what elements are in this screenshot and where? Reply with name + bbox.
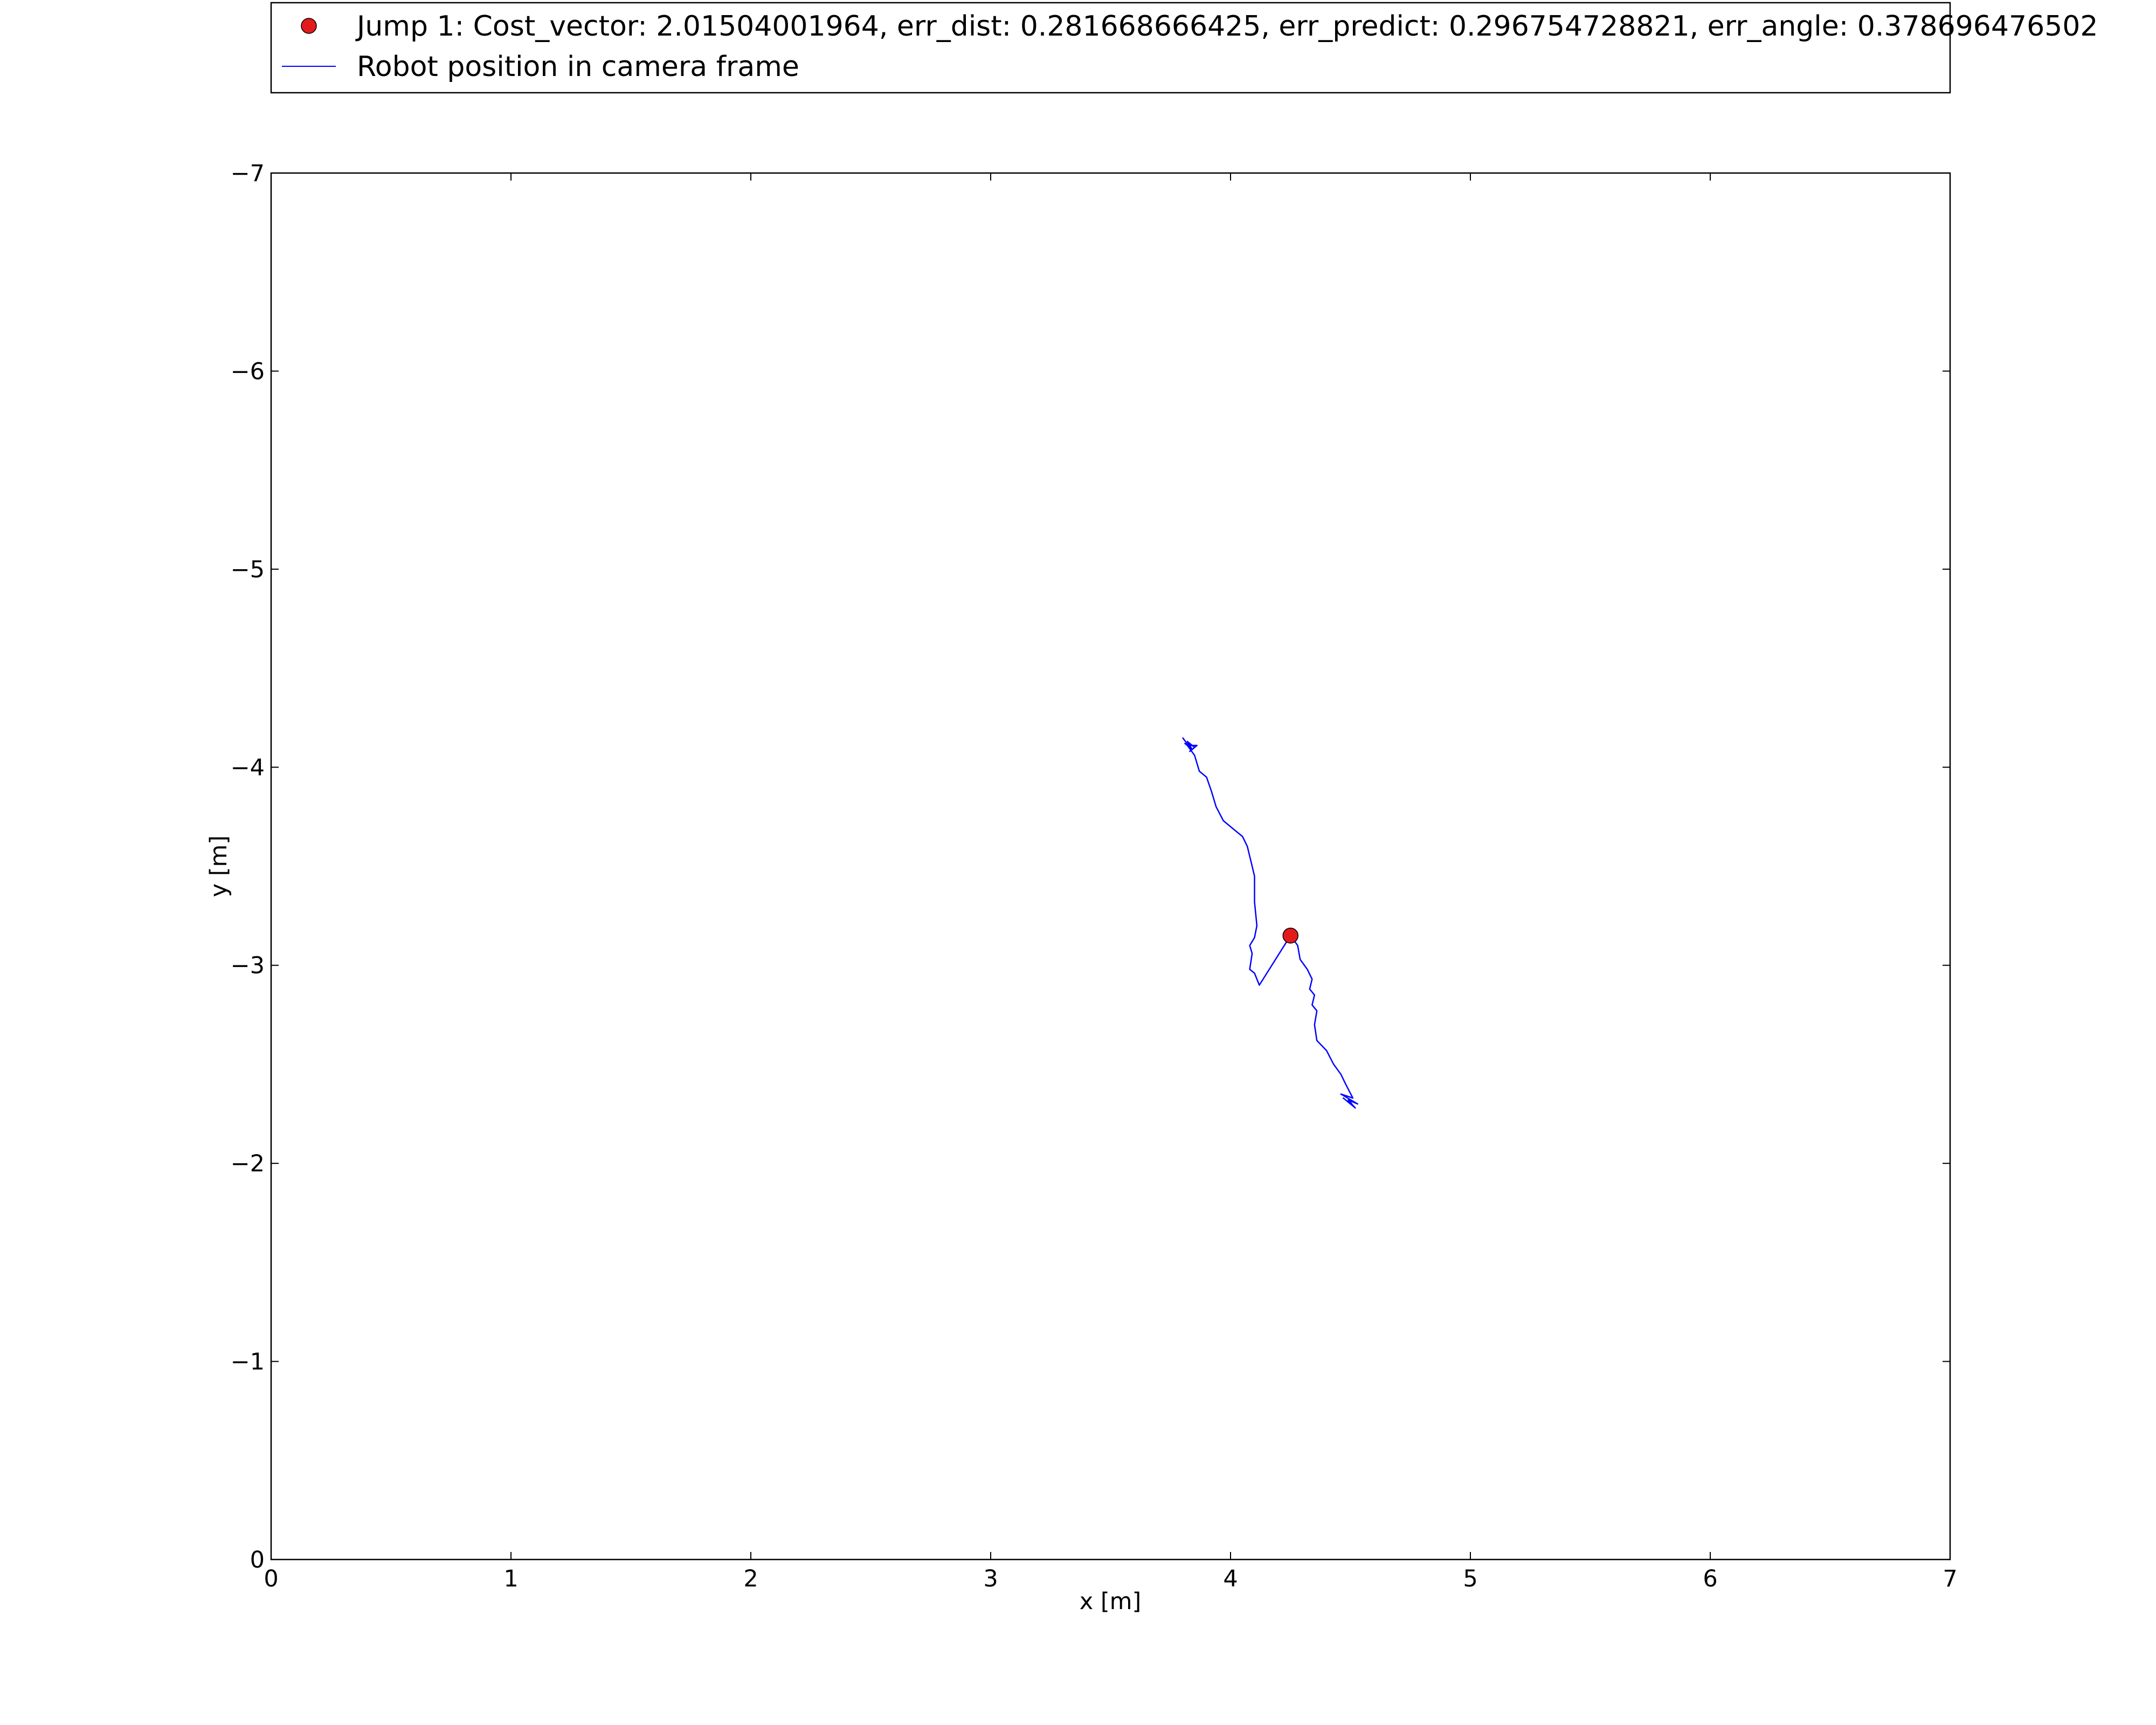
x-axis-label: x [m]	[1080, 1588, 1142, 1615]
x-tick-label: 5	[1463, 1565, 1477, 1592]
x-tick-label: 3	[983, 1565, 998, 1592]
legend-frame	[270, 2, 1951, 94]
y-tick-labels: 0 −1 −2 −3 −4 −5 −6 −7	[231, 160, 265, 1574]
y-tick-label: −6	[231, 358, 265, 385]
legend-marker-jump	[301, 18, 317, 34]
y-tick-label: −4	[231, 754, 265, 781]
series-jump-markers	[1282, 927, 1298, 944]
legend: Jump 1: Cost_vector: 2.01504001964, err_…	[270, 2, 2098, 94]
series-robot-position	[1181, 737, 1359, 1109]
jump-marker	[1282, 927, 1298, 944]
x-tick-label: 7	[1943, 1565, 1957, 1592]
x-tick-label: 2	[743, 1565, 758, 1592]
y-tick-label: −7	[231, 160, 265, 187]
legend-label-robot: Robot position in camera frame	[357, 51, 799, 83]
y-tick-label: −1	[231, 1349, 265, 1376]
y-tick-label: −5	[231, 556, 265, 583]
legend-label-jump: Jump 1: Cost_vector: 2.01504001964, err_…	[355, 10, 2098, 43]
y-tick-label: −3	[231, 953, 265, 979]
x-tick-label: 0	[264, 1565, 278, 1592]
y-axis-label: y [m]	[205, 836, 232, 898]
x-tick-label: 4	[1223, 1565, 1238, 1592]
x-tick-labels: 0 1 2 3 4 5 6 7	[264, 1565, 1957, 1592]
series-line-robot-position	[1181, 737, 1359, 1109]
y-tick-label: −2	[231, 1150, 265, 1177]
x-tick-label: 6	[1703, 1565, 1717, 1592]
x-tick-label: 1	[503, 1565, 518, 1592]
plot-area	[270, 172, 1951, 1561]
axis-ticks	[271, 172, 1951, 1560]
y-tick-label: 0	[250, 1547, 265, 1574]
